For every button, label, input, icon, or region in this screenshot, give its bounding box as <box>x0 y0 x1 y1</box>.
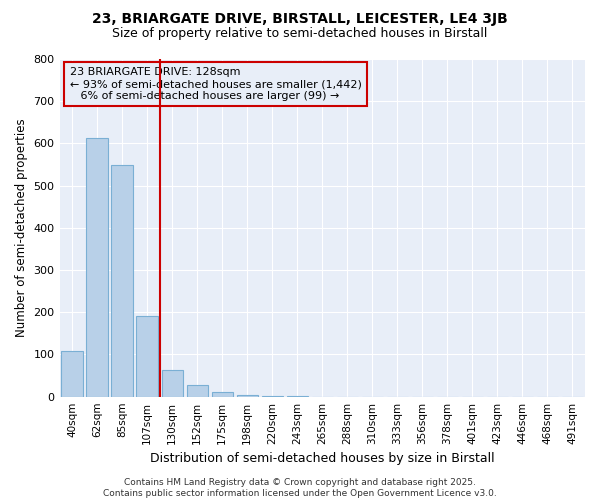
Text: 23, BRIARGATE DRIVE, BIRSTALL, LEICESTER, LE4 3JB: 23, BRIARGATE DRIVE, BIRSTALL, LEICESTER… <box>92 12 508 26</box>
Bar <box>212 392 233 396</box>
Bar <box>236 394 258 396</box>
Y-axis label: Number of semi-detached properties: Number of semi-detached properties <box>15 118 28 337</box>
Bar <box>187 385 208 396</box>
Text: Size of property relative to semi-detached houses in Birstall: Size of property relative to semi-detach… <box>112 28 488 40</box>
Bar <box>61 351 83 397</box>
X-axis label: Distribution of semi-detached houses by size in Birstall: Distribution of semi-detached houses by … <box>150 452 494 465</box>
Text: 23 BRIARGATE DRIVE: 128sqm
← 93% of semi-detached houses are smaller (1,442)
   : 23 BRIARGATE DRIVE: 128sqm ← 93% of semi… <box>70 68 362 100</box>
Bar <box>112 166 133 396</box>
Bar <box>136 316 158 396</box>
Bar <box>161 370 183 396</box>
Text: Contains HM Land Registry data © Crown copyright and database right 2025.
Contai: Contains HM Land Registry data © Crown c… <box>103 478 497 498</box>
Bar <box>86 138 108 396</box>
